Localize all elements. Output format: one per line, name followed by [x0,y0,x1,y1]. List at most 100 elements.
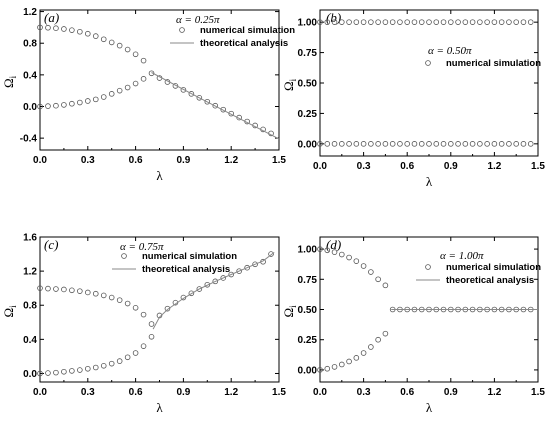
data-point [353,19,360,25]
data-point [433,141,440,147]
x-tick-label: 0.3 [81,155,95,166]
y-tick-label: 1.6 [23,233,37,244]
data-point [338,141,345,147]
data-point [148,333,155,340]
legend-marker [425,60,431,66]
data-point [85,289,91,296]
data-point [196,286,203,292]
data-point [212,102,219,109]
data-point [100,36,107,43]
data-point [53,25,59,31]
data-point [455,19,461,25]
data-point [484,141,490,147]
data-point [346,358,352,365]
data-point [140,311,147,318]
data-point [513,141,519,147]
data-point [447,141,454,147]
data-point [484,19,490,25]
data-point [92,290,99,297]
x-tick-label: 0.6 [129,155,143,166]
y-tick-label: 0.25 [298,335,318,346]
data-point [204,98,211,105]
data-point [196,94,203,101]
x-tick-label: 0.0 [33,387,47,398]
data-point [85,98,91,104]
x-tick-label: 0.0 [33,155,47,166]
y-axis-label: Ωi [1,75,18,88]
data-point [317,19,323,25]
data-point [37,103,43,110]
data-point [382,141,389,147]
data-point [116,358,123,364]
data-point [404,141,411,147]
data-point [69,368,75,374]
chart-panel-2: 0.0 0.3 0.6 0.9 1.2 1.5 0.0 0.4 0.8 1.2 1.6 λ Ωi (c) α… [1,233,286,416]
x-tick-label: 1.2 [487,161,501,172]
y-tick-label: -0.4 [20,134,38,145]
data-point [440,19,447,25]
legend-label: numerical simulation [446,58,541,69]
x-tick-label: 0.9 [176,387,190,398]
x-axis-label: λ [156,400,163,415]
x-tick-label: 0.6 [400,387,414,398]
data-point [469,141,476,147]
y-axis-label-sub: i [288,78,298,81]
data-point [53,102,59,109]
data-point [360,263,367,269]
data-point [324,19,331,25]
alpha-label: α = 0.25π [176,14,220,26]
y-tick-label: 1.2 [23,267,37,278]
data-point [433,19,440,25]
data-point [382,330,389,337]
data-point [268,251,274,257]
data-point [45,103,51,109]
theory-line [151,72,280,140]
data-point [353,258,360,264]
data-point [45,24,51,31]
data-point [353,355,360,361]
data-point [462,19,469,25]
data-point [353,141,360,147]
x-tick-label: 0.0 [313,161,327,172]
data-point [61,102,67,108]
data-point [92,364,99,371]
x-tick-label: 0.3 [81,387,95,398]
data-point [77,288,83,294]
data-point [92,96,99,103]
x-tick-label: 0.9 [444,387,458,398]
data-point [498,19,505,25]
data-point [520,141,527,147]
data-point [360,350,367,356]
alpha-label: α = 1.00π [440,250,484,262]
data-point [69,27,75,33]
x-axis-label: λ [426,174,433,189]
data-point [220,275,227,281]
data-point [228,271,235,278]
data-point [124,300,131,307]
data-point [69,100,75,107]
y-tick-label: 0.4 [23,70,37,81]
y-tick-label: 1.00 [298,18,318,29]
data-point [61,286,67,293]
data-point [69,287,75,294]
data-point [404,19,411,25]
data-point [527,19,534,25]
x-tick-label: 1.5 [531,387,545,398]
data-point [100,362,107,369]
legend-marker [425,264,431,270]
data-point [397,19,403,25]
legend-label: theoretical analysis [446,275,534,286]
data-point [440,141,447,147]
data-point [180,87,187,93]
plot-frame [319,9,539,157]
theory-line [152,252,275,330]
data-point [92,33,99,39]
y-axis-label-sub: i [8,305,18,308]
data-point [389,19,396,25]
y-tick-label: 0.50 [298,79,318,90]
data-point [506,141,512,147]
y-axis-label-main: Ω [281,81,296,91]
data-point [411,141,418,147]
x-tick-label: 1.5 [272,387,286,398]
